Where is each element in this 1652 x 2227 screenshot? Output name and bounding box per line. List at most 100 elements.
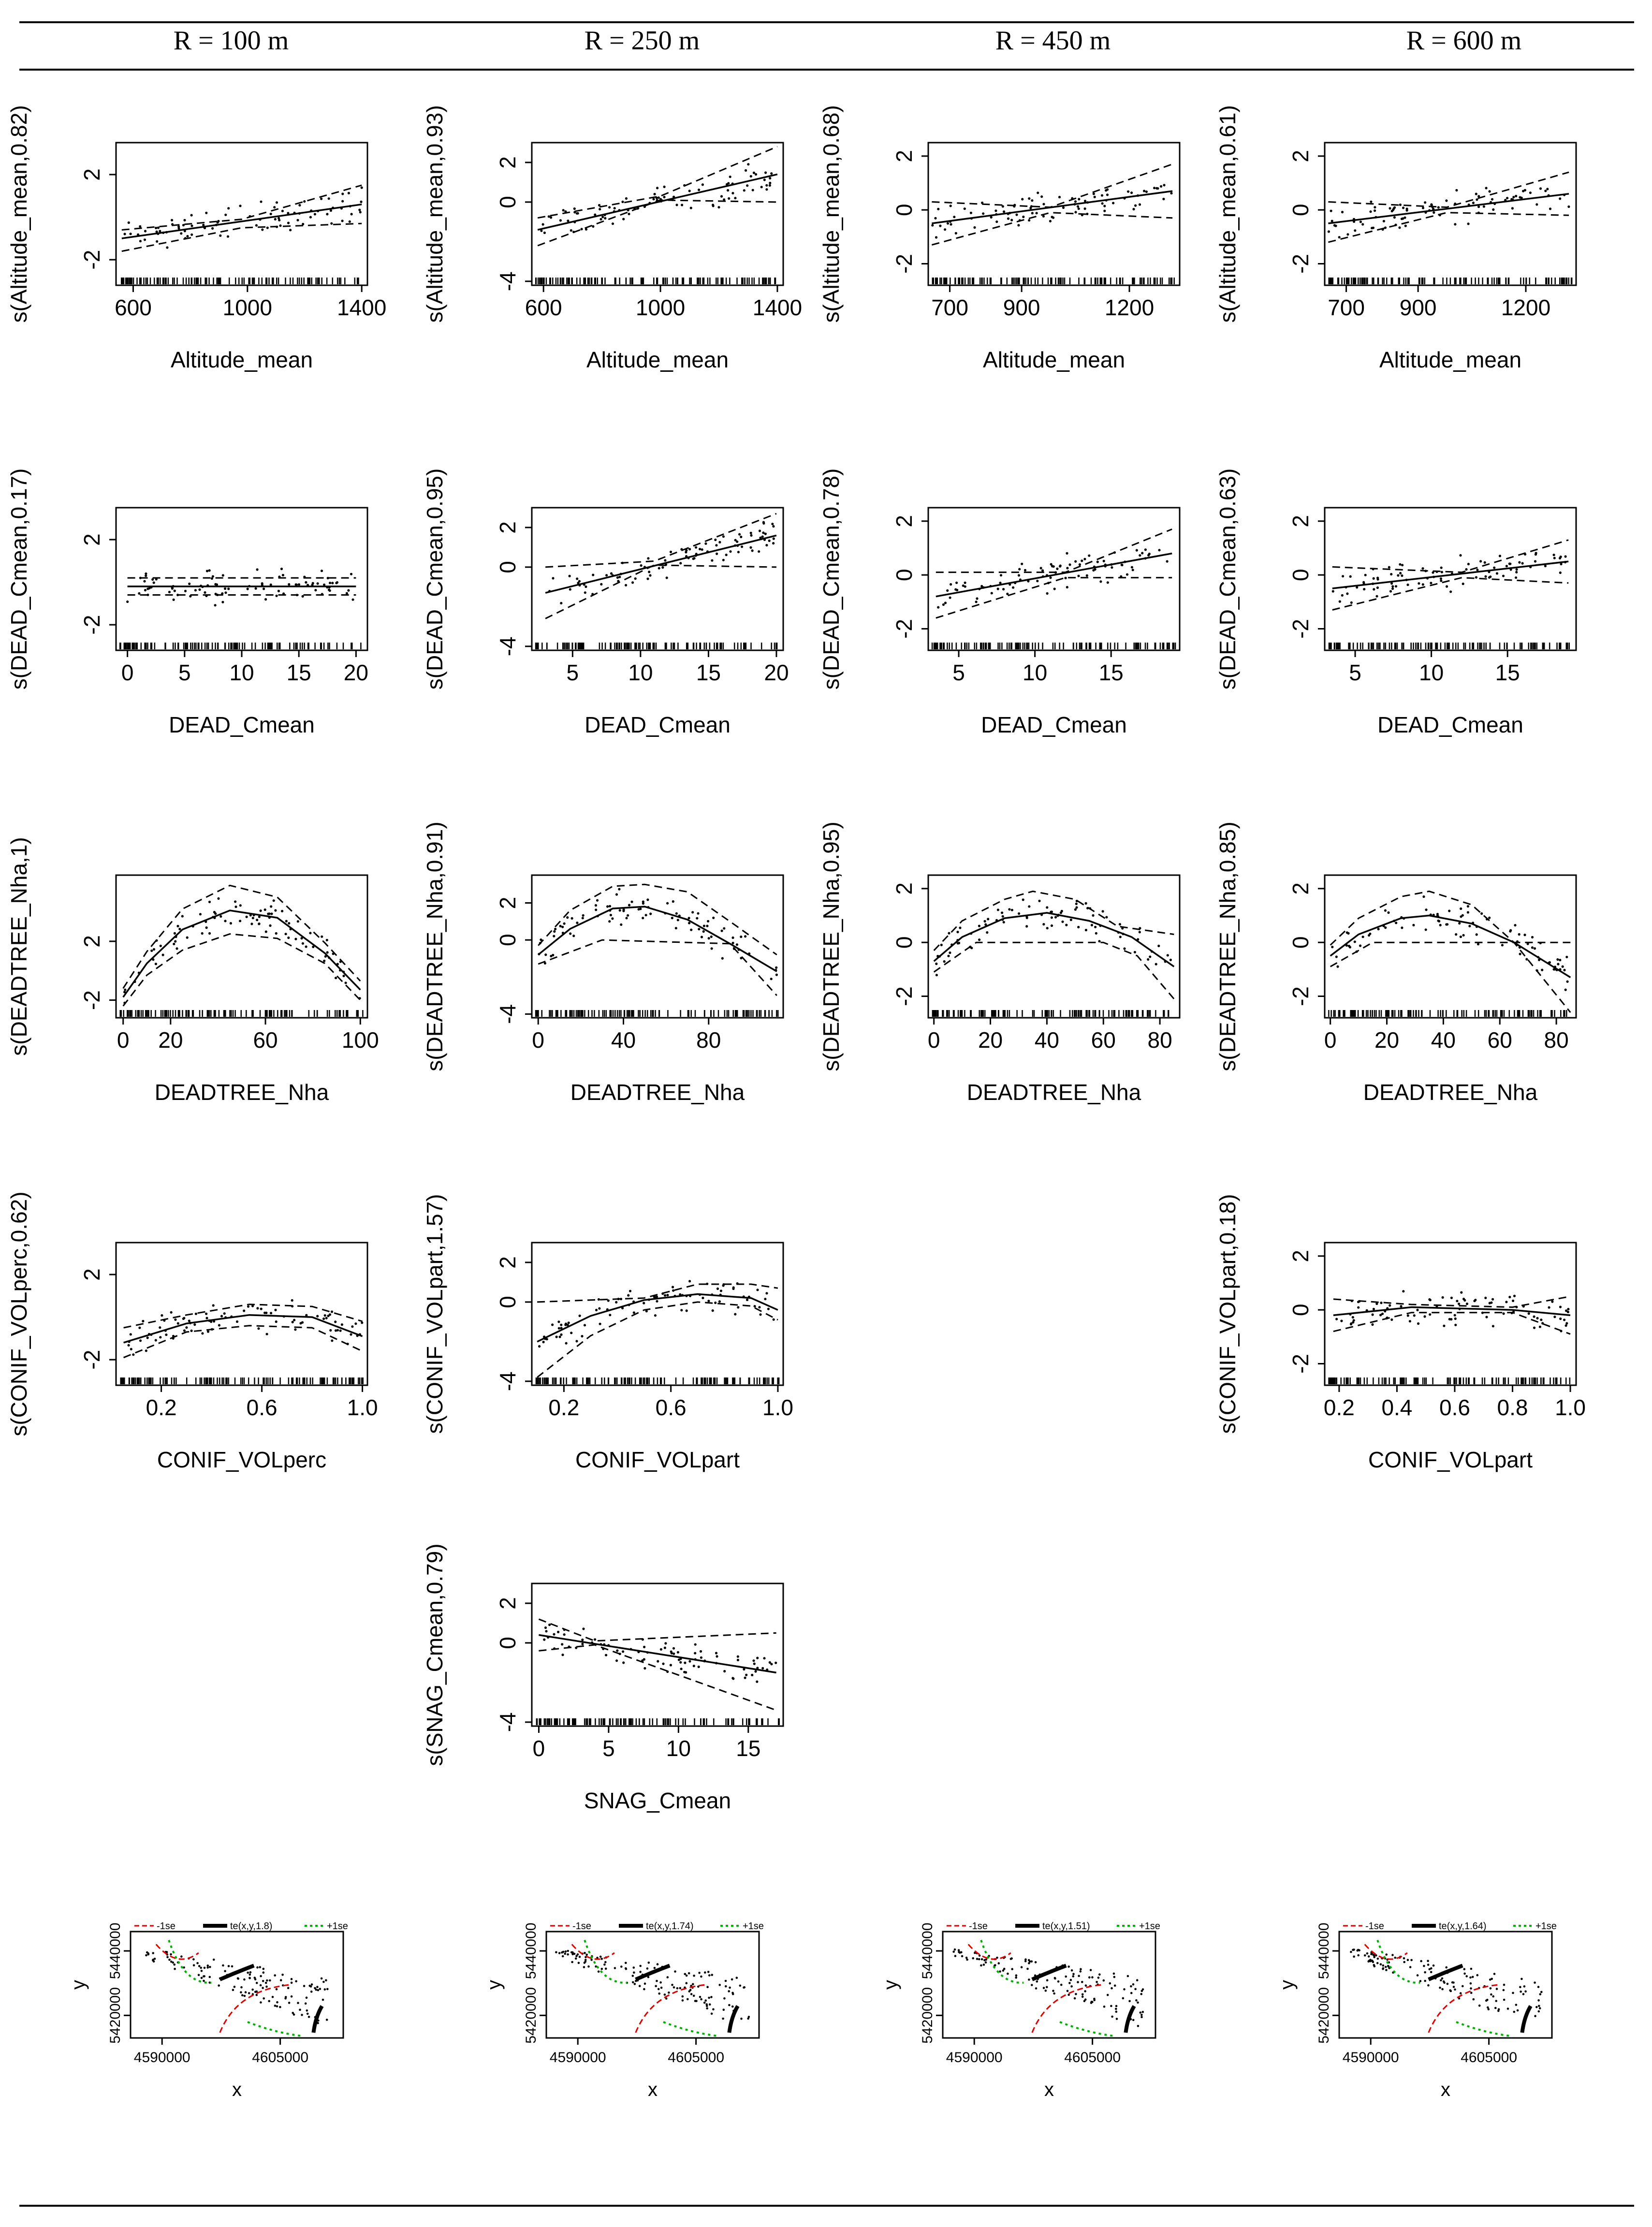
partial-residual-point [1534, 947, 1536, 950]
partial-residual-point [599, 1643, 602, 1645]
partial-residual-point [1003, 210, 1005, 213]
partial-residual-point [1403, 217, 1406, 219]
panel-p_0_1: 600 1000 1400-402Altitude_means(Altitude_m… [422, 105, 802, 372]
sample-site-point [1503, 1984, 1506, 1986]
y-tick-label: 0 [1288, 569, 1313, 581]
sample-site-point [603, 1963, 606, 1966]
partial-residual-point [1439, 214, 1441, 216]
y-tick-label: 5420000 [920, 1987, 936, 2044]
partial-residual-point [249, 215, 251, 218]
partial-residual-point [1119, 936, 1122, 938]
y-axis-label: s(Altitude_mean,0.93) [422, 105, 447, 322]
sample-site-point [1376, 1962, 1379, 1964]
partial-residual-point [1141, 552, 1143, 554]
partial-residual-point [123, 991, 126, 993]
y-tick-label: -4 [495, 1712, 520, 1732]
y-axis-label: y [880, 1980, 901, 1990]
x-tick-label: 0.6 [1439, 1395, 1470, 1420]
sample-site-point [1424, 1980, 1426, 1982]
partial-residual-point [276, 226, 278, 228]
partial-residual-point [295, 584, 298, 586]
sample-site-point [1534, 2015, 1536, 2017]
partial-residual-point [181, 915, 184, 917]
partial-residual-point [679, 562, 682, 564]
y-axis-label: s(DEADTREE_Nha,0.95) [819, 821, 844, 1071]
partial-residual-point [198, 588, 201, 591]
partial-residual-point [754, 1670, 757, 1672]
partial-residual-point [1386, 1307, 1389, 1309]
partial-residual-point [1085, 902, 1087, 905]
sample-site-point [1519, 1986, 1521, 1989]
sample-site-point [632, 1981, 634, 1984]
partial-residual-point [212, 916, 214, 918]
sample-site-point [1512, 1992, 1514, 1994]
partial-residual-point [160, 945, 162, 947]
partial-residual-point [329, 1313, 331, 1316]
partial-residual-point [1401, 564, 1403, 566]
sample-site-point [254, 1991, 257, 1993]
panel-p_2_0: 0 20 60 100-22DEADTREE_Nhas(DEADTREE_Nha,1) [6, 837, 379, 1105]
sample-site-point [207, 1964, 209, 1967]
partial-residual-point [675, 204, 678, 206]
partial-residual-point [657, 1660, 659, 1662]
partial-residual-point [570, 229, 572, 232]
sample-site-point [682, 1995, 684, 1998]
partial-residual-point [1354, 229, 1356, 232]
partial-residual-point [701, 548, 703, 551]
partial-residual-point [645, 1310, 648, 1312]
panel-p_3_3: 0.2 0.4 0.6 0.8 1.0-202CONIF_VOLparts(CONIF_… [1215, 1194, 1586, 1472]
partial-residual-point [332, 206, 334, 209]
sample-site-point [731, 1992, 734, 1994]
partial-residual-point [1477, 195, 1480, 197]
partial-residual-point [756, 1681, 758, 1683]
partial-residual-point [1459, 554, 1462, 557]
sample-site-point [693, 1975, 695, 1977]
partial-residual-point [256, 1307, 259, 1309]
partial-residual-point [1485, 1316, 1488, 1318]
partial-residual-point [999, 582, 1001, 584]
contour-te [1522, 2006, 1531, 2033]
sample-site-point [655, 1985, 657, 1987]
sample-site-point [311, 1983, 313, 1986]
partial-residual-point [1564, 989, 1567, 991]
partial-residual-point [270, 1312, 272, 1314]
partial-residual-point [132, 1353, 134, 1356]
partial-residual-point [171, 223, 174, 225]
partial-residual-point [746, 1299, 748, 1301]
sample-site-point [1373, 1964, 1375, 1966]
partial-residual-point [1374, 206, 1376, 208]
partial-residual-point [672, 900, 674, 903]
partial-residual-point [759, 1313, 761, 1316]
partial-residual-point [1512, 1311, 1515, 1313]
x-tick-label: 60 [1488, 1027, 1512, 1053]
partial-residual-point [1357, 1301, 1360, 1303]
contour-te [1032, 1965, 1066, 1979]
partial-residual-point [1078, 207, 1080, 210]
partial-residual-point [261, 582, 263, 585]
sample-site-point [625, 1962, 627, 1964]
partial-residual-point [732, 942, 734, 944]
partial-residual-point [1393, 920, 1395, 922]
partial-residual-point [146, 587, 149, 590]
partial-residual-point [173, 599, 175, 601]
partial-residual-point [138, 592, 140, 595]
partial-residual-point [1477, 943, 1479, 945]
partial-residual-point [723, 1670, 726, 1672]
partial-residual-point [1361, 223, 1364, 225]
partial-residual-point [1056, 568, 1058, 570]
partial-residual-point [769, 177, 771, 179]
partial-residual-point [557, 1631, 559, 1633]
partial-residual-point [1520, 197, 1523, 199]
partial-residual-point [684, 1662, 686, 1664]
partial-residual-point [1143, 190, 1145, 192]
y-axis-label: s(DEADTREE_Nha,0.91) [422, 821, 447, 1071]
partial-residual-point [1156, 187, 1159, 190]
sample-site-point [263, 1997, 265, 2000]
sample-site-point [998, 1962, 1000, 1964]
sample-site-point [1085, 1984, 1087, 1987]
partial-residual-point [1384, 226, 1387, 229]
partial-residual-point [1000, 574, 1002, 576]
sample-site-point [1507, 2007, 1509, 2010]
sample-site-point [1537, 1986, 1540, 1988]
lower-ci-line [934, 942, 1174, 999]
